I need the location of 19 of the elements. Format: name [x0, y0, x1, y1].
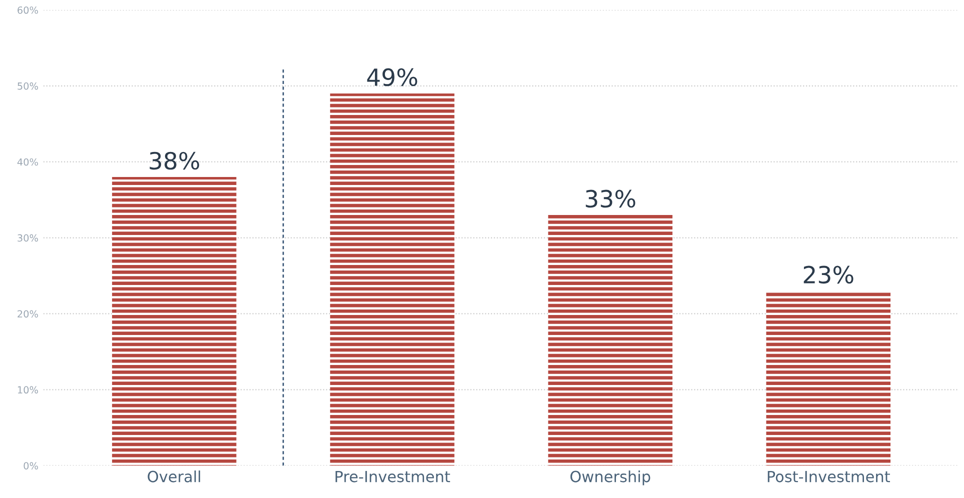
bar — [330, 94, 454, 466]
data-label: 49% — [367, 68, 418, 86]
y-tick-label: 30% — [18, 234, 38, 242]
bar — [112, 177, 236, 466]
y-tick-label: 0% — [24, 462, 38, 470]
bar — [548, 215, 672, 466]
x-tick-label: Pre-Investment — [336, 470, 450, 482]
y-tick-label: 40% — [17, 158, 38, 166]
x-tick-label: Overall — [148, 470, 200, 482]
y-tick-label: 60% — [18, 6, 38, 14]
x-tick-label: Post-Investment — [768, 470, 890, 482]
data-label: 33% — [586, 190, 636, 208]
y-tick-label: 20% — [18, 310, 38, 318]
data-label: 38% — [150, 152, 200, 170]
bar — [766, 290, 890, 466]
x-tick-label: Ownership — [570, 470, 650, 486]
y-tick-label: 50% — [18, 82, 38, 90]
y-tick-label: 10% — [18, 386, 38, 394]
data-label: 23% — [804, 266, 854, 284]
